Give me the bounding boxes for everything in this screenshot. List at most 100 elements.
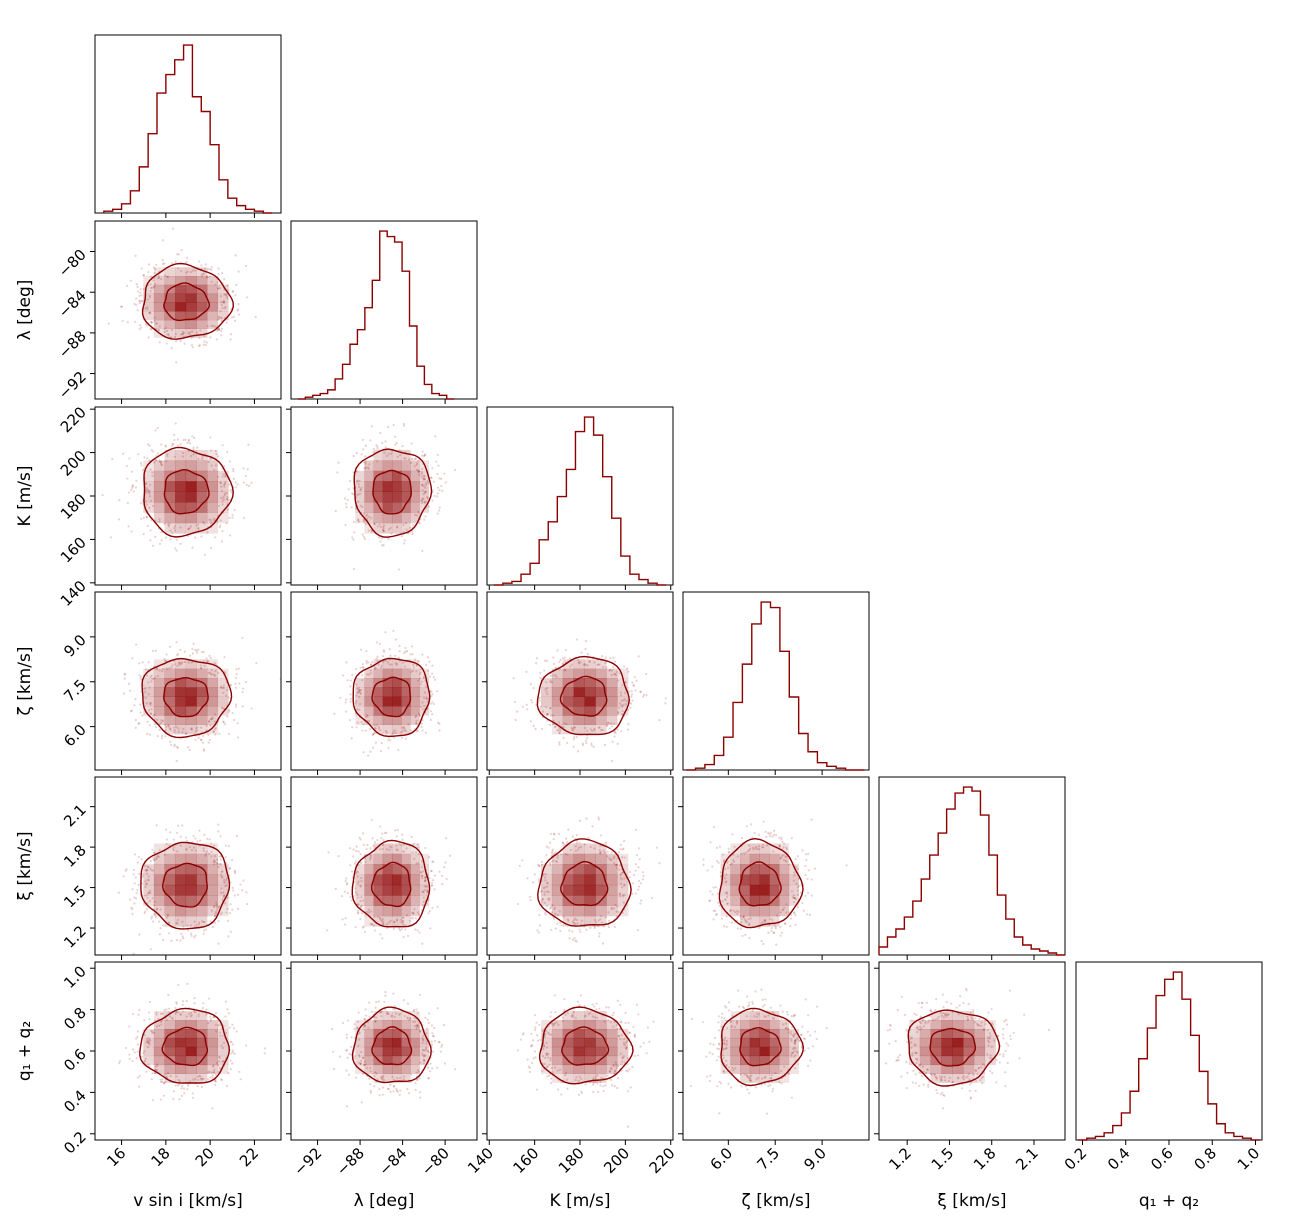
sample-point xyxy=(1006,1061,1009,1065)
sample-point xyxy=(796,893,800,896)
density-cell xyxy=(410,687,420,698)
sample-point xyxy=(214,670,217,673)
sample-point xyxy=(408,919,412,922)
sample-point xyxy=(784,1027,787,1030)
density-cell xyxy=(930,1020,942,1030)
sample-point xyxy=(379,918,382,922)
sample-point xyxy=(615,674,618,677)
sample-point xyxy=(186,924,189,927)
sample-point xyxy=(161,719,165,723)
x-tick-label: 0.8 xyxy=(1190,1144,1220,1174)
sample-point xyxy=(987,1039,990,1042)
sample-point xyxy=(385,831,388,834)
sample-point xyxy=(739,915,742,918)
density-cell xyxy=(606,1064,618,1074)
sample-point xyxy=(138,299,141,303)
density-cell xyxy=(217,293,229,303)
density-cell xyxy=(175,1020,187,1030)
sample-point xyxy=(807,1047,810,1050)
sample-point xyxy=(411,851,414,854)
sample-point xyxy=(375,1016,378,1019)
density-cell xyxy=(595,1020,607,1030)
density-cell xyxy=(217,706,229,716)
sample-point xyxy=(226,508,230,511)
sample-point xyxy=(224,475,227,478)
sample-point xyxy=(634,689,637,692)
sample-point xyxy=(425,685,428,688)
density-cell xyxy=(984,1028,996,1039)
sample-point xyxy=(365,1014,368,1017)
sample-point xyxy=(642,874,645,877)
sample-point xyxy=(350,737,353,740)
sample-point xyxy=(573,726,576,729)
sample-point xyxy=(196,726,199,729)
sample-point xyxy=(436,453,439,456)
sample-point xyxy=(917,1028,920,1031)
sample-point xyxy=(144,322,148,326)
sample-point xyxy=(360,879,363,883)
sample-point xyxy=(545,1052,548,1055)
density-cell xyxy=(143,502,155,513)
density-cell xyxy=(410,1028,420,1039)
sample-point xyxy=(416,929,419,932)
density-cell xyxy=(153,1020,165,1030)
sample-point xyxy=(370,922,374,926)
sample-point xyxy=(664,697,667,700)
sample-point xyxy=(359,648,363,651)
sample-point xyxy=(568,929,571,932)
sample-point xyxy=(572,1010,575,1013)
sample-point xyxy=(140,517,143,521)
density-cell xyxy=(584,884,596,896)
density-cell xyxy=(984,1037,996,1048)
sample-point xyxy=(554,860,557,863)
sample-point xyxy=(418,470,421,473)
density-cell xyxy=(595,1073,607,1083)
sample-point xyxy=(944,1079,947,1082)
sample-point xyxy=(575,638,578,641)
sample-point xyxy=(705,1055,708,1058)
sample-point xyxy=(180,249,183,252)
density-cell xyxy=(373,895,384,906)
sample-point xyxy=(783,842,786,845)
sample-point xyxy=(424,500,427,503)
sample-point xyxy=(147,681,150,684)
sample-point xyxy=(712,825,716,829)
sample-point xyxy=(745,1074,749,1077)
sample-point xyxy=(578,841,581,844)
density-cell xyxy=(153,1011,165,1021)
sample-point xyxy=(598,663,601,666)
sample-point xyxy=(426,496,429,499)
sample-point xyxy=(225,295,228,298)
sample-point xyxy=(567,828,570,831)
sample-point xyxy=(176,253,179,256)
sample-point xyxy=(984,1022,987,1026)
density-cell xyxy=(373,470,384,482)
density-cell xyxy=(606,1046,618,1057)
sample-point xyxy=(209,522,213,525)
sample-point xyxy=(613,735,616,738)
sample-point xyxy=(161,737,164,740)
sample-point xyxy=(755,1078,758,1081)
sample-point xyxy=(574,1016,577,1020)
sample-point xyxy=(544,911,547,914)
density-cell xyxy=(364,715,374,726)
sample-point xyxy=(796,1038,799,1041)
sample-point xyxy=(149,712,153,715)
sample-point xyxy=(356,1020,360,1023)
sample-point xyxy=(559,929,562,933)
density-cell xyxy=(217,1055,229,1066)
sample-point xyxy=(145,882,148,885)
sample-point xyxy=(214,325,217,328)
sample-point xyxy=(625,1046,628,1049)
sample-point xyxy=(175,831,179,834)
sample-point xyxy=(431,672,434,675)
sample-point xyxy=(548,897,551,900)
panel-frame xyxy=(94,591,282,771)
sample-point xyxy=(941,1091,944,1094)
sample-point xyxy=(602,1085,605,1088)
density-cell xyxy=(410,481,420,492)
sample-point xyxy=(176,746,180,749)
sample-point xyxy=(626,1125,630,1128)
sample-point xyxy=(981,1082,984,1085)
density-cell xyxy=(164,915,176,927)
